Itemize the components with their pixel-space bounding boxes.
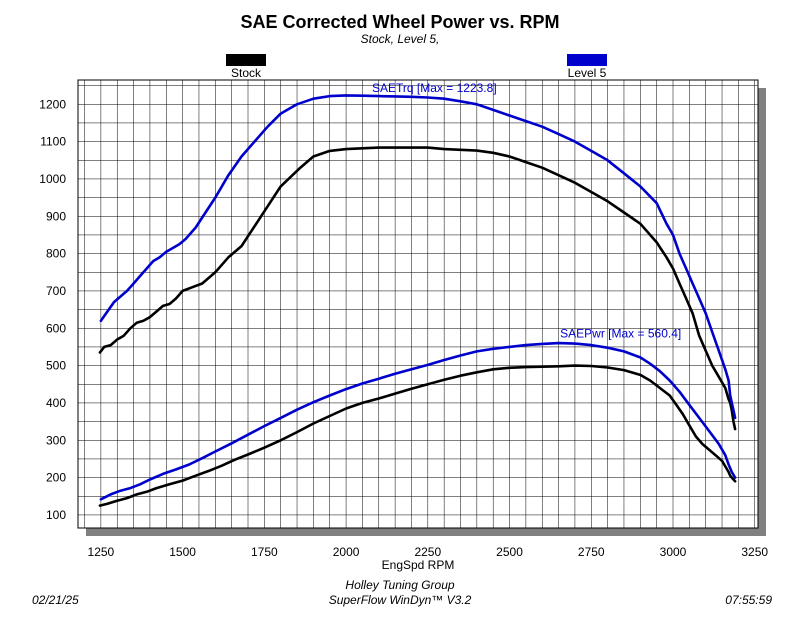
y-tick-label: 1000 [39, 172, 66, 186]
annotation-saetrq: SAETrq [Max = 1223.8] [372, 81, 497, 95]
chart-title: SAE Corrected Wheel Power vs. RPM [240, 12, 559, 32]
x-tick-label: 2750 [578, 545, 605, 559]
legend-swatch-level5 [567, 54, 607, 66]
x-axis-label: EngSpd RPM [382, 558, 455, 572]
y-tick-label: 200 [46, 471, 66, 485]
chart-subtitle: Stock, Level 5, [361, 32, 440, 46]
y-tick-label: 800 [46, 247, 66, 261]
y-tick-label: 900 [46, 209, 66, 223]
series-line-stock-saepwr [98, 364, 737, 507]
y-tick-label: 1100 [40, 135, 66, 149]
x-tick-label: 3250 [741, 545, 768, 559]
plot-area [77, 79, 759, 529]
y-tick-label: 400 [46, 396, 66, 410]
legend-swatch-stock [226, 54, 266, 66]
x-tick-label: 1250 [88, 545, 115, 559]
series-line-level-5-saepwr [99, 341, 737, 501]
footer-date: 02/21/25 [32, 593, 79, 607]
series-line-level-5-saetrq [99, 94, 737, 420]
series-line-stock-saetrq [98, 146, 737, 431]
x-tick-label: 2500 [496, 545, 523, 559]
legend-label-level5: Level 5 [568, 66, 607, 80]
annotation-saepwr: SAEPwr [Max = 560.4] [560, 327, 681, 341]
x-tick-label: 1750 [251, 545, 278, 559]
footer-time: 07:55:59 [725, 593, 772, 607]
x-tick-label: 2000 [333, 545, 360, 559]
y-tick-label: 500 [46, 359, 66, 373]
x-tick-labels: 1250 1500 1750 2000 2250 2500 2750 3000 3250 [88, 545, 769, 559]
y-tick-label: 100 [46, 508, 66, 522]
x-tick-label: 1500 [169, 545, 196, 559]
y-tick-label: 1200 [39, 97, 66, 111]
legend-label-stock: Stock [231, 66, 262, 80]
y-tick-label: 600 [46, 321, 66, 335]
x-tick-label: 3000 [660, 545, 687, 559]
footer-software: SuperFlow WinDyn™ V3.2 [329, 593, 472, 607]
y-tick-label: 300 [46, 433, 66, 447]
y-tick-label: 700 [46, 284, 66, 298]
footer-company: Holley Tuning Group [345, 578, 454, 592]
grid [78, 80, 758, 528]
series-lines [98, 94, 737, 507]
y-tick-labels: 100 200 300 400 500 600 700 800 900 1000 1100 1200 [39, 97, 66, 522]
x-tick-label: 2250 [414, 545, 441, 559]
